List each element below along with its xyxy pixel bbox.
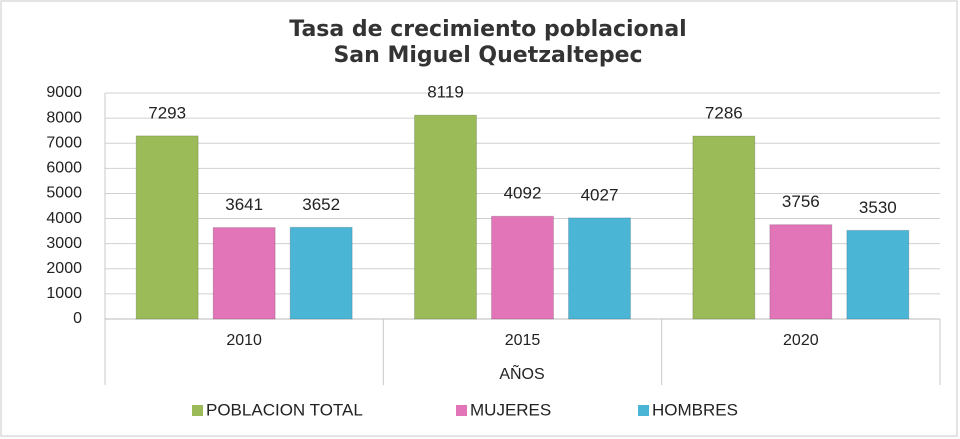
data-label: 8119 — [427, 83, 464, 102]
legend-label: MUJERES — [470, 400, 551, 419]
bar — [212, 227, 276, 320]
data-label: 3756 — [782, 192, 820, 211]
data-label: 3641 — [225, 195, 263, 214]
x-axis-label: AÑOS — [499, 363, 544, 383]
data-label: 3652 — [302, 195, 340, 214]
data-label: 7293 — [148, 103, 186, 122]
legend-swatch — [192, 405, 203, 416]
bar — [289, 226, 353, 320]
x-tick-label: 2020 — [783, 332, 819, 349]
bar — [135, 135, 199, 320]
y-tick-label: 8000 — [46, 109, 82, 126]
y-tick-label: 3000 — [46, 235, 82, 252]
legend-swatch — [638, 405, 649, 416]
data-label: 4092 — [504, 184, 542, 203]
legend-label: HOMBRES — [652, 400, 738, 419]
data-label: 7286 — [705, 104, 743, 123]
y-tick-label: 7000 — [46, 134, 82, 151]
chart-title: San Miguel Quetzaltepec — [333, 43, 642, 68]
bar — [692, 135, 756, 320]
chart-title: Tasa de crecimiento poblacional — [289, 17, 686, 42]
y-tick-label: 1000 — [46, 285, 82, 302]
x-tick-label: 2015 — [505, 332, 541, 349]
bar — [414, 114, 477, 320]
bar — [846, 229, 910, 320]
y-tick-label: 4000 — [46, 210, 82, 227]
data-label: 3530 — [859, 198, 897, 217]
legend-label: POBLACION TOTAL — [206, 400, 363, 419]
bar — [491, 215, 554, 320]
y-tick-label: 0 — [73, 310, 82, 327]
bar — [568, 217, 631, 320]
y-tick-label: 2000 — [46, 260, 82, 277]
y-tick-label: 5000 — [46, 185, 82, 202]
x-tick-label: 2010 — [226, 332, 262, 349]
bar — [769, 224, 833, 320]
data-label: 4027 — [581, 185, 619, 204]
y-tick-label: 9000 — [46, 84, 82, 101]
legend-swatch — [456, 405, 467, 416]
y-tick-label: 6000 — [46, 160, 82, 177]
